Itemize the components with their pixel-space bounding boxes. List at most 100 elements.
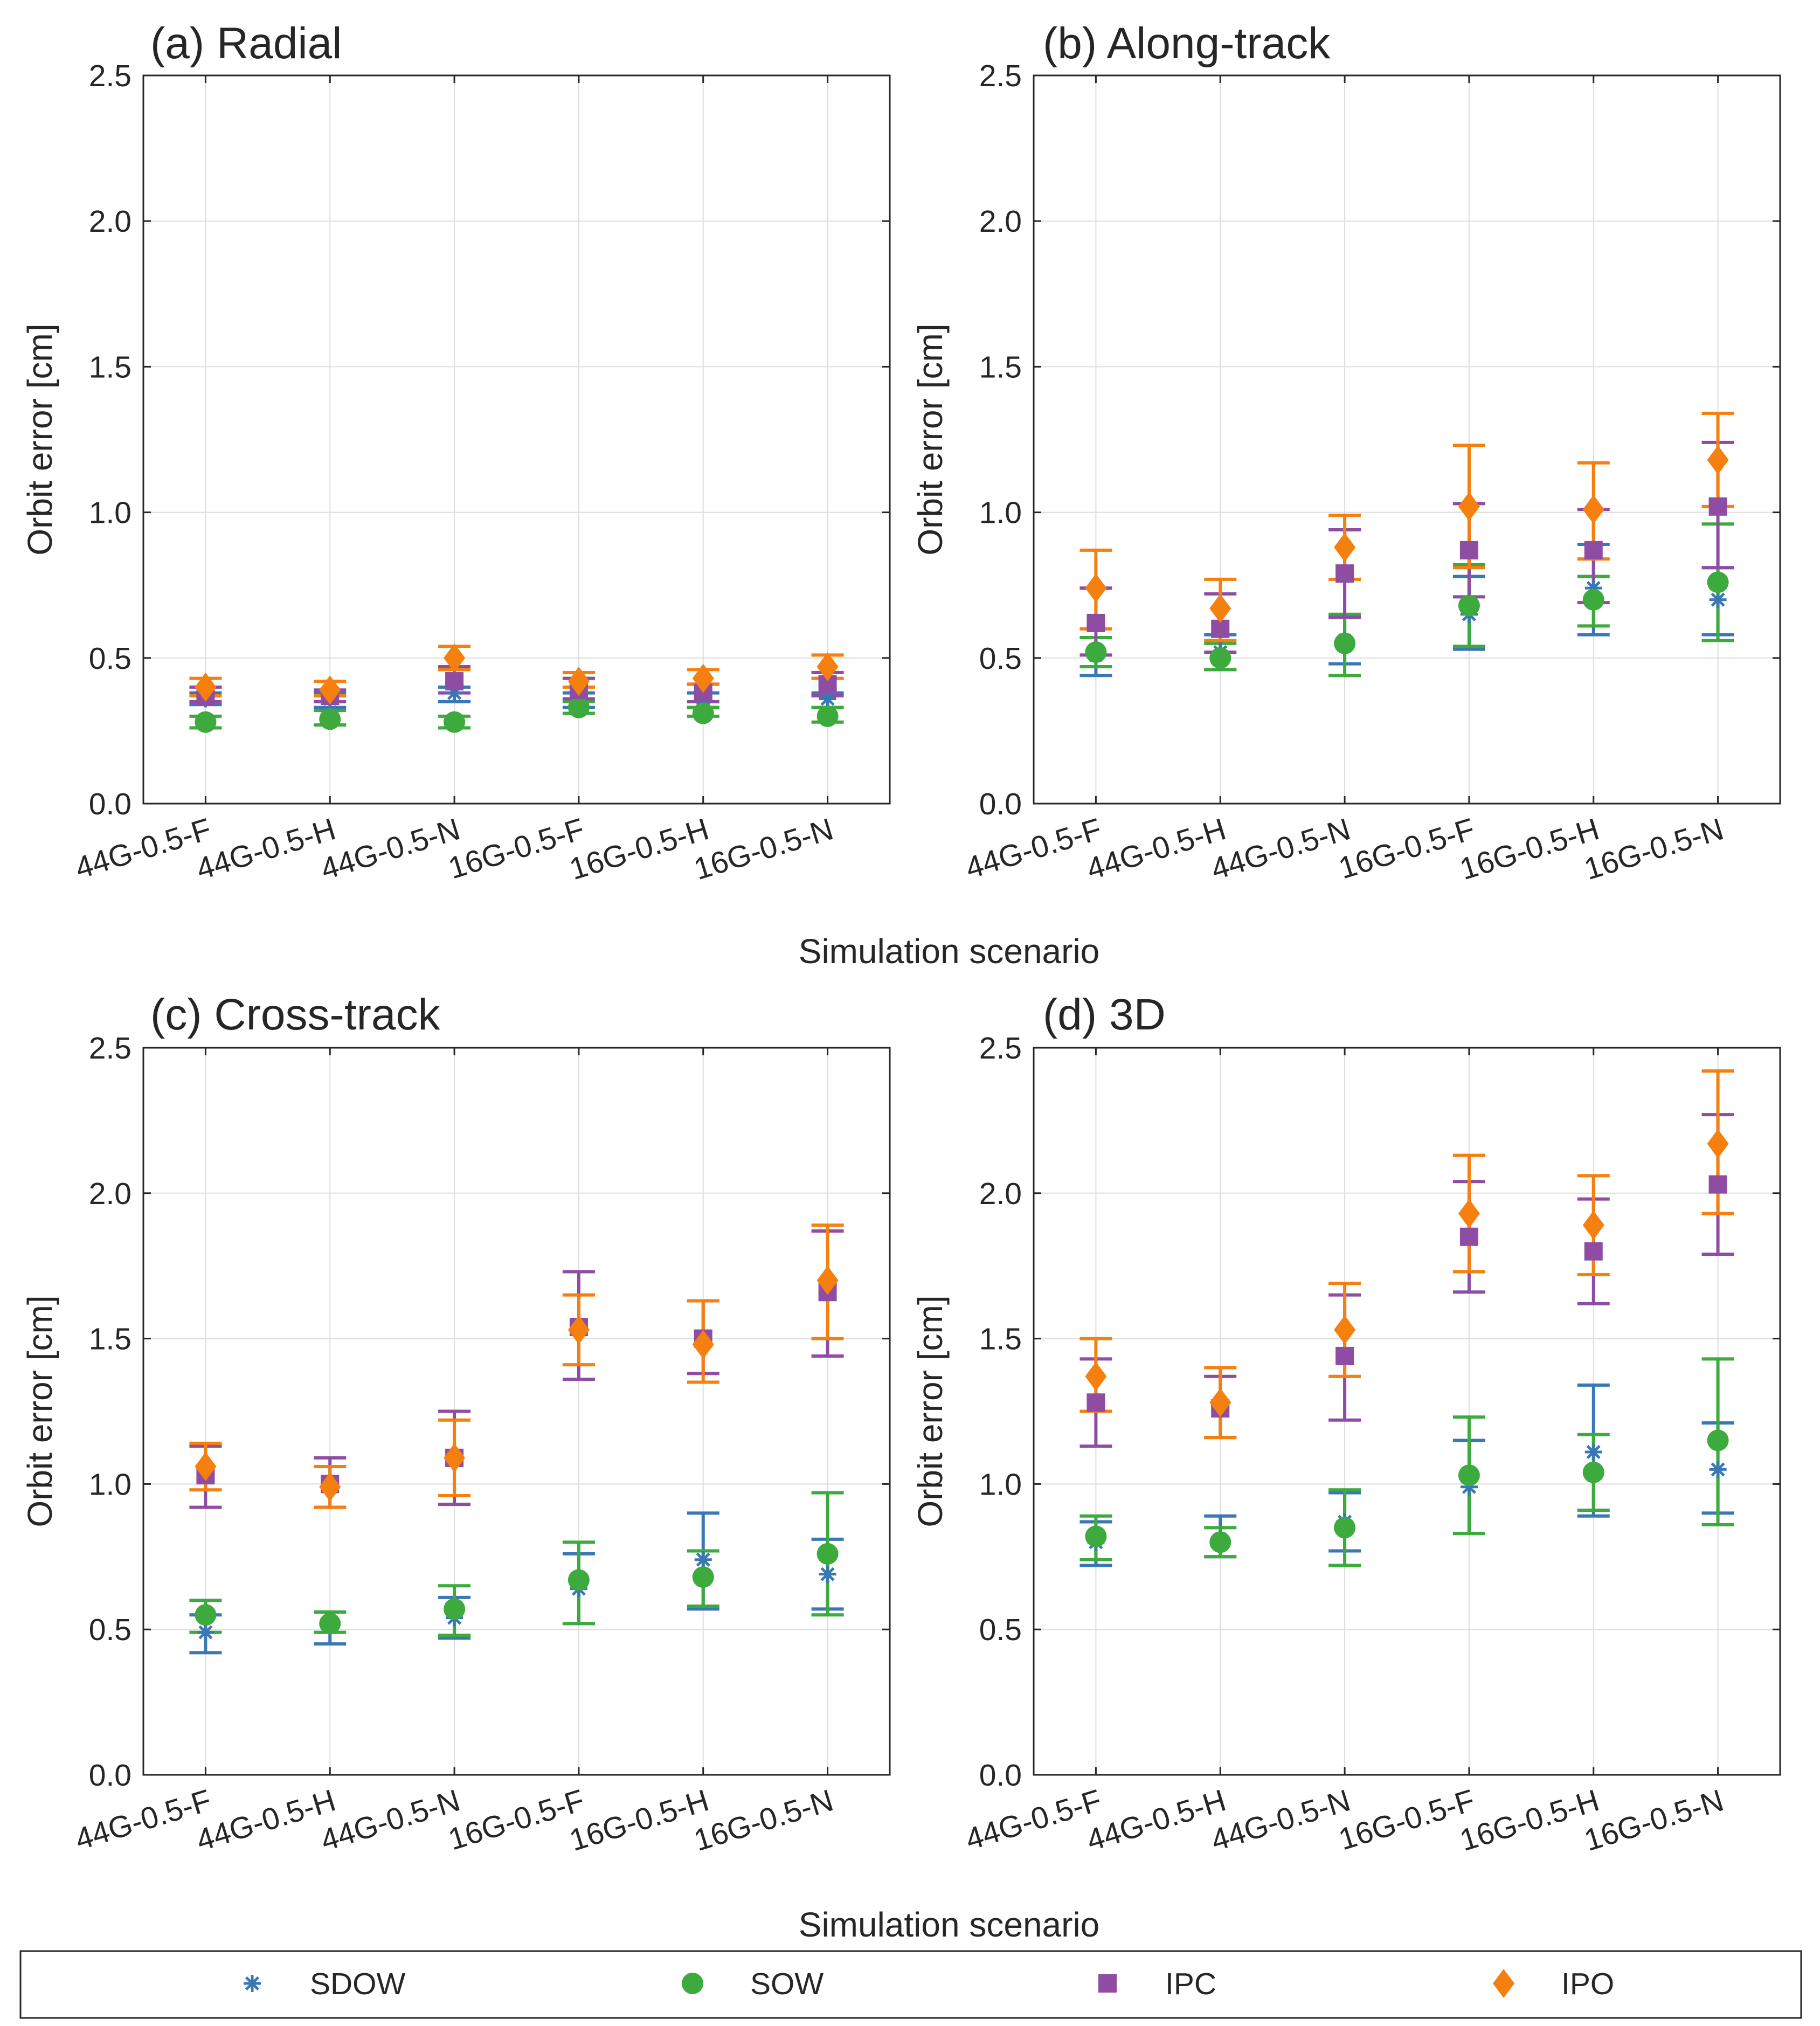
panel-b-along-track-plot-area [1034,75,1780,804]
panel-b-along-track-series-sow-point [1458,594,1480,617]
panel-b-along-track-series-ipo-point [1209,593,1231,623]
panel-b-along-track-series-ipc-point [1335,564,1354,583]
panel-b-along-track-series-sow-point-shape [1582,589,1604,611]
panel-b-along-track-x-tick-label: 16G-0.5-H [1456,812,1603,887]
panel-c-cross-track-series-sow-point-shape [568,1569,590,1591]
panel-c-cross-track-axes-box [142,1047,891,1776]
panel-d-3d-series-ipo-point [1458,1199,1480,1228]
panel-a-radial-series-sow-point-shape [568,696,590,718]
panel-c-cross-track-plot-area [143,1048,890,1775]
panel-a-radial-y-tick-label: 2.0 [89,204,132,239]
panel-c-cross-track-series-sow-point-shape [195,1604,217,1626]
panel-d-3d-y-axis-label: Orbit error [cm] [911,1295,950,1527]
panel-c-cross-track-series-sow-point-shape [692,1566,714,1588]
panel-a-radial-series-ipo-markers [195,643,839,705]
panel-c-cross-track-x-tick-label: 16G-0.5-F [445,1783,589,1857]
panel-b-along-track-series-ipo-point-shape [1334,533,1356,562]
panel-d-3d-series-sow-point-shape [1085,1525,1107,1547]
legend-item-ipo: IPO [1493,1967,1614,2001]
panel-c-cross-track-series-ipo-point-shape [816,1266,839,1295]
panel-b-along-track-series-ipc-point [1708,497,1727,516]
panel-d-3d-series-sow-point [1582,1461,1604,1483]
panel-c-cross-track-series-sow-point-shape [319,1613,341,1635]
legend: SDOW SOW IPC IPO [19,1950,1802,2019]
panel-c-cross-track-series-sow-point [816,1543,839,1565]
panel-b-along-track-series-ipo-point-shape [1582,495,1604,524]
panel-a-radial-series-ipo-point-shape [319,675,341,705]
panel-d-3d-y-tick-label: 2.5 [979,1031,1022,1066]
panel-c-cross-track-series-sow-point-shape [444,1598,466,1620]
panel-b-along-track-series-ipc-point-shape [1335,564,1354,583]
panel-d-3d-series-ipo-point [1085,1361,1107,1391]
panel-d-3d-series-ipc-point-shape [1087,1393,1105,1412]
panel-a-radial-plot-area [143,75,890,804]
panel-d-3d-series-ipc-point-shape [1708,1175,1727,1194]
panel-a-radial-y-tick-label: 2.5 [89,59,132,93]
panel-b-along-track-series-sow-point [1209,647,1231,669]
panel-b-along-track-y-tick-label: 2.0 [979,204,1022,239]
panel-d-3d-series-ipo-point-shape [1334,1315,1356,1345]
panel-d-3d-series-sdow-point-stroke [1586,1444,1601,1460]
panel-d-3d-series-ipo-point-shape [1209,1388,1231,1417]
panel-d-3d-series-ipo-point-shape [1085,1361,1107,1391]
legend-item-ipc: IPC [1098,1967,1216,2001]
panel-b-along-track-series-ipo-point [1085,573,1107,603]
legend-item-sow-marker [682,1973,703,1994]
panel-d-3d-series-sow-point-shape [1458,1464,1480,1486]
panel-c-cross-track-series-sow-point [444,1598,466,1620]
panel-b-along-track-series-ipo-point-shape [1707,445,1729,475]
legend-item-sow-marker-shape [682,1973,703,1994]
x-axis-label-bottom: Simulation scenario [799,1905,1100,1944]
panel-d-3d-series-ipo-point [1209,1388,1231,1417]
panel-b-along-track-series-sdow-point-stroke [1711,592,1725,607]
panel-b-along-track-series-sow-point [1334,632,1356,654]
panel-b-along-track-x-tick-label: 44G-0.5-F [961,812,1105,886]
panel-b-along-track-series-ipo-point [1458,492,1480,521]
panel-d-3d-series-sdow-point-stroke [1711,1462,1725,1477]
panel-a-radial-series-ipo-point-shape [195,672,217,702]
panel-a-radial-series-ipo-point-shape [816,652,839,682]
panel-b-along-track-title: (b) Along-track [1043,19,1331,68]
panel-a-radial-y-axis-label: Orbit error [cm] [20,323,59,555]
panel-b-along-track-series-ipc-point [1087,613,1105,632]
panel-c-cross-track-series-ipo-point-shape [319,1472,341,1502]
panel-a-radial-series-sow-point [816,705,839,727]
panel-d-3d-y-tick-label: 0.5 [979,1613,1022,1647]
panel-d-3d-series-ipc-point [1584,1242,1603,1261]
panel-a-radial-series-sow-point [692,702,714,724]
panel-b-along-track-x-tick-label: 44G-0.5-H [1083,812,1230,887]
panel-c-cross-track-series-ipo-point [692,1330,714,1359]
legend-item-sdow: SDOW [244,1967,406,2001]
panel-c-cross-track-series-ipo-point [195,1452,217,1482]
panel-a-radial-series-sow-point [319,708,341,730]
panel-b-along-track-series-sow-point-shape [1209,647,1231,669]
panel-d-3d-x-tick-label: 44G-0.5-H [1083,1783,1230,1858]
panel-b-along-track-series-ipc-markers [1087,497,1727,638]
panel-a-radial-x-tick-label: 16G-0.5-H [565,812,712,887]
panel-c-cross-track: 0.0 0.5 1.0 1.5 2.0 2.5 44G-0.5-F44G-0.5-H44G-… [20,990,891,1858]
panel-b-along-track-series-ipc-point-shape [1459,541,1478,559]
panel-a-radial-series-ipo-point [319,675,341,705]
panel-c-cross-track-series-ipo-markers [195,1266,839,1502]
panel-a-radial-x-tick-label: 44G-0.5-H [192,812,340,887]
panel-b-along-track-series-sow-point [1582,589,1604,611]
panel-c-cross-track-series-sow-point [568,1569,590,1591]
panel-a-radial-y-tick-label: 0.5 [89,641,132,676]
panel-c-cross-track-x-tick-label: 44G-0.5-F [71,1783,215,1857]
panel-d-3d-series-ipc-point-shape [1335,1346,1354,1365]
panel-b-along-track-series-ipo-point-shape [1085,573,1107,603]
legend-item-ipc-marker [1098,1974,1117,1993]
panel-c-cross-track-x-tick-label: 44G-0.5-H [192,1783,340,1858]
panel-b-along-track-y-tick-label: 1.0 [979,496,1022,530]
panel-a-radial-series-sdow-point-stroke [820,692,835,706]
panel-c-cross-track-series-sdow-point [694,1551,712,1568]
panel-d-3d-plot-area [1034,1048,1780,1775]
legend-item-sdow-marker-stroke [245,1976,260,1991]
panel-b-along-track-series-ipo-point-shape [1209,593,1231,623]
panel-b-along-track-series-ipc-point [1584,541,1603,559]
panel-c-cross-track-series-sow-markers [195,1543,839,1635]
panel-d-3d-axes-box [1033,1047,1781,1776]
legend-box [19,1950,1802,2019]
panel-a-radial-series-ipo-point [195,672,217,702]
